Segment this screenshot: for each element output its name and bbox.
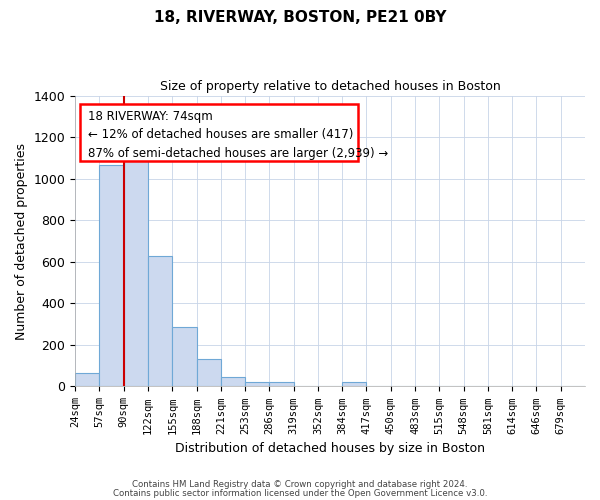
Bar [172,327,197,386]
Text: 18, RIVERWAY, BOSTON, PE21 0BY: 18, RIVERWAY, BOSTON, PE21 0BY [154,10,446,25]
Bar [197,360,221,386]
FancyBboxPatch shape [80,104,358,161]
Bar [148,256,172,386]
Bar [100,165,124,386]
Title: Size of property relative to detached houses in Boston: Size of property relative to detached ho… [160,80,500,93]
Bar [75,373,100,386]
Text: ← 12% of detached houses are smaller (417): ← 12% of detached houses are smaller (41… [88,128,353,141]
Text: Contains public sector information licensed under the Open Government Licence v3: Contains public sector information licen… [113,489,487,498]
Text: 87% of semi-detached houses are larger (2,939) →: 87% of semi-detached houses are larger (… [88,148,388,160]
Bar [342,382,367,386]
Bar [245,382,269,386]
Text: 18 RIVERWAY: 74sqm: 18 RIVERWAY: 74sqm [88,110,212,122]
Text: Contains HM Land Registry data © Crown copyright and database right 2024.: Contains HM Land Registry data © Crown c… [132,480,468,489]
Y-axis label: Number of detached properties: Number of detached properties [15,142,28,340]
Bar [124,146,148,386]
Bar [221,376,245,386]
X-axis label: Distribution of detached houses by size in Boston: Distribution of detached houses by size … [175,442,485,455]
Bar [269,382,293,386]
